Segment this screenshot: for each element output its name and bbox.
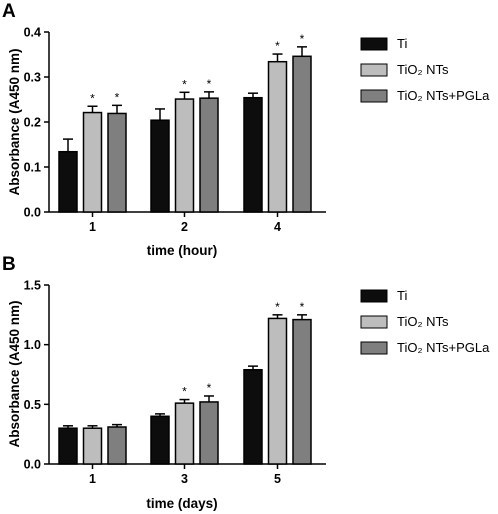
legend-swatch-tio2-nts-pgla bbox=[360, 89, 388, 103]
legend-swatch-ti bbox=[360, 37, 388, 51]
y-tick-label: 1.5 bbox=[24, 279, 41, 293]
bar bbox=[82, 427, 103, 465]
bar bbox=[82, 111, 103, 213]
x-tick-label: 4 bbox=[274, 220, 281, 234]
x-tick-label: 1 bbox=[89, 220, 96, 234]
panel-a-y-axis-title: Absorbance (A450 nm) bbox=[7, 48, 22, 195]
significance-marker: * bbox=[115, 90, 120, 104]
legend-swatch-tio2-nts bbox=[360, 315, 388, 329]
legend-label-tio2-nts-pgla: TiO₂ NTs+PGLa bbox=[397, 340, 490, 355]
significance-marker: * bbox=[90, 91, 95, 105]
y-tick-label: 0.2 bbox=[24, 116, 41, 130]
bar bbox=[58, 150, 78, 213]
legend-label-tio2-nts-pgla: TiO₂ NTs+PGLa bbox=[397, 88, 490, 103]
legend-swatch-tio2-nts-pgla bbox=[360, 341, 388, 355]
significance-marker: * bbox=[182, 77, 187, 91]
bar bbox=[243, 96, 263, 213]
panel-b-chart: B Absorbance (A450 nm) time (days) 0.00.… bbox=[2, 254, 326, 511]
y-tick-label: 0.5 bbox=[24, 398, 41, 412]
y-tick-label: 0.0 bbox=[24, 206, 41, 220]
legend-swatch-ti bbox=[360, 289, 388, 303]
bar bbox=[150, 415, 170, 465]
panel-b-letter: B bbox=[2, 254, 16, 275]
x-tick-label: 3 bbox=[181, 472, 188, 486]
panel-a-x-axis-title: time (hour) bbox=[147, 243, 218, 258]
panel-a-letter: A bbox=[2, 1, 16, 22]
x-tick-label: 1 bbox=[89, 472, 96, 486]
significance-marker: * bbox=[275, 300, 280, 314]
bar bbox=[107, 112, 127, 213]
significance-marker: * bbox=[300, 300, 305, 314]
bar bbox=[267, 60, 288, 213]
significance-marker: * bbox=[207, 381, 212, 395]
significance-marker: * bbox=[182, 385, 187, 399]
y-tick-label: 0.4 bbox=[24, 26, 41, 40]
legend-label-tio2-nts: TiO₂ NTs bbox=[397, 62, 449, 77]
bar bbox=[243, 368, 263, 465]
legend-swatch-tio2-nts bbox=[360, 63, 388, 77]
y-tick-label: 1.0 bbox=[24, 338, 41, 352]
bar bbox=[292, 55, 312, 213]
panel-b-plot-area: 0.0 0.5 1.0 1.5 1 * * 3 * * 5 bbox=[24, 279, 326, 486]
bar bbox=[58, 427, 78, 465]
bar bbox=[199, 401, 219, 465]
bar bbox=[174, 402, 195, 465]
panel-b-x-axis-title: time (days) bbox=[146, 496, 217, 511]
bar bbox=[199, 97, 219, 213]
bar bbox=[150, 119, 170, 213]
bar bbox=[107, 426, 127, 465]
significance-marker: * bbox=[207, 77, 212, 91]
bar bbox=[267, 317, 288, 465]
legend-label-ti: Ti bbox=[397, 288, 407, 303]
y-tick-label: 0.1 bbox=[24, 161, 41, 175]
bar bbox=[292, 318, 312, 465]
significance-marker: * bbox=[275, 39, 280, 53]
bar bbox=[174, 98, 195, 213]
panel-b-legend: Ti TiO₂ NTs TiO₂ NTs+PGLa bbox=[360, 288, 490, 355]
legend-label-tio2-nts: TiO₂ NTs bbox=[397, 314, 449, 329]
x-tick-label: 5 bbox=[274, 472, 281, 486]
panel-a-plot-area: 0.0 0.1 0.2 0.3 0.4 * * 1 * * 2 * * 4 bbox=[24, 26, 326, 234]
significance-marker: * bbox=[300, 32, 305, 46]
y-tick-label: 0.3 bbox=[24, 71, 41, 85]
panel-a-legend: Ti TiO₂ NTs TiO₂ NTs+PGLa bbox=[360, 36, 490, 103]
x-tick-label: 2 bbox=[181, 220, 188, 234]
panel-a-chart: A Absorbance (A450 nm) time (hour) 0.00.… bbox=[2, 1, 326, 258]
y-tick-label: 0.0 bbox=[24, 458, 41, 472]
panel-b-y-axis-title: Absorbance (A450 nm) bbox=[7, 300, 22, 447]
legend-label-ti: Ti bbox=[397, 36, 407, 51]
